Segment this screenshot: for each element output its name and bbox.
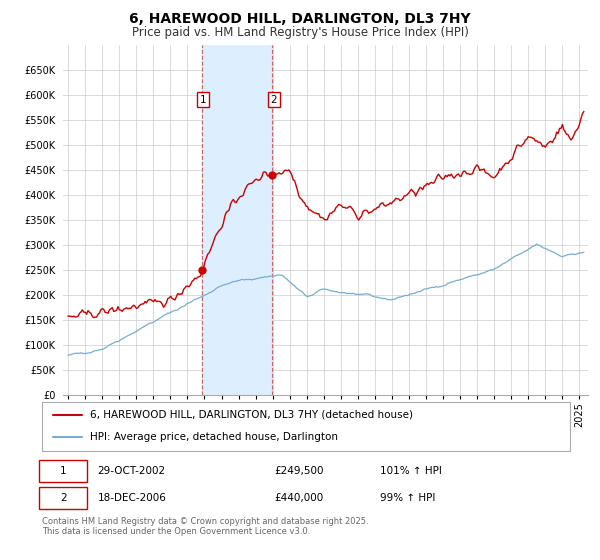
Text: 6, HAREWOOD HILL, DARLINGTON, DL3 7HY: 6, HAREWOOD HILL, DARLINGTON, DL3 7HY bbox=[129, 12, 471, 26]
Bar bbox=[202, 45, 272, 395]
Text: 6, HAREWOOD HILL, DARLINGTON, DL3 7HY (detached house): 6, HAREWOOD HILL, DARLINGTON, DL3 7HY (d… bbox=[89, 410, 413, 420]
Text: 1: 1 bbox=[60, 466, 67, 475]
Text: 2: 2 bbox=[271, 95, 277, 105]
Text: 18-DEC-2006: 18-DEC-2006 bbox=[97, 493, 166, 502]
FancyBboxPatch shape bbox=[40, 460, 87, 482]
Text: Price paid vs. HM Land Registry's House Price Index (HPI): Price paid vs. HM Land Registry's House … bbox=[131, 26, 469, 39]
Text: £440,000: £440,000 bbox=[274, 493, 323, 502]
Text: Contains HM Land Registry data © Crown copyright and database right 2025.
This d: Contains HM Land Registry data © Crown c… bbox=[42, 517, 368, 536]
Text: 2: 2 bbox=[60, 493, 67, 502]
Text: 1: 1 bbox=[200, 95, 206, 105]
FancyBboxPatch shape bbox=[40, 487, 87, 509]
FancyBboxPatch shape bbox=[42, 402, 570, 451]
Text: 29-OCT-2002: 29-OCT-2002 bbox=[97, 466, 166, 475]
Text: £249,500: £249,500 bbox=[274, 466, 324, 475]
Text: HPI: Average price, detached house, Darlington: HPI: Average price, detached house, Darl… bbox=[89, 432, 338, 442]
Text: 99% ↑ HPI: 99% ↑ HPI bbox=[380, 493, 435, 502]
Text: 101% ↑ HPI: 101% ↑ HPI bbox=[380, 466, 442, 475]
